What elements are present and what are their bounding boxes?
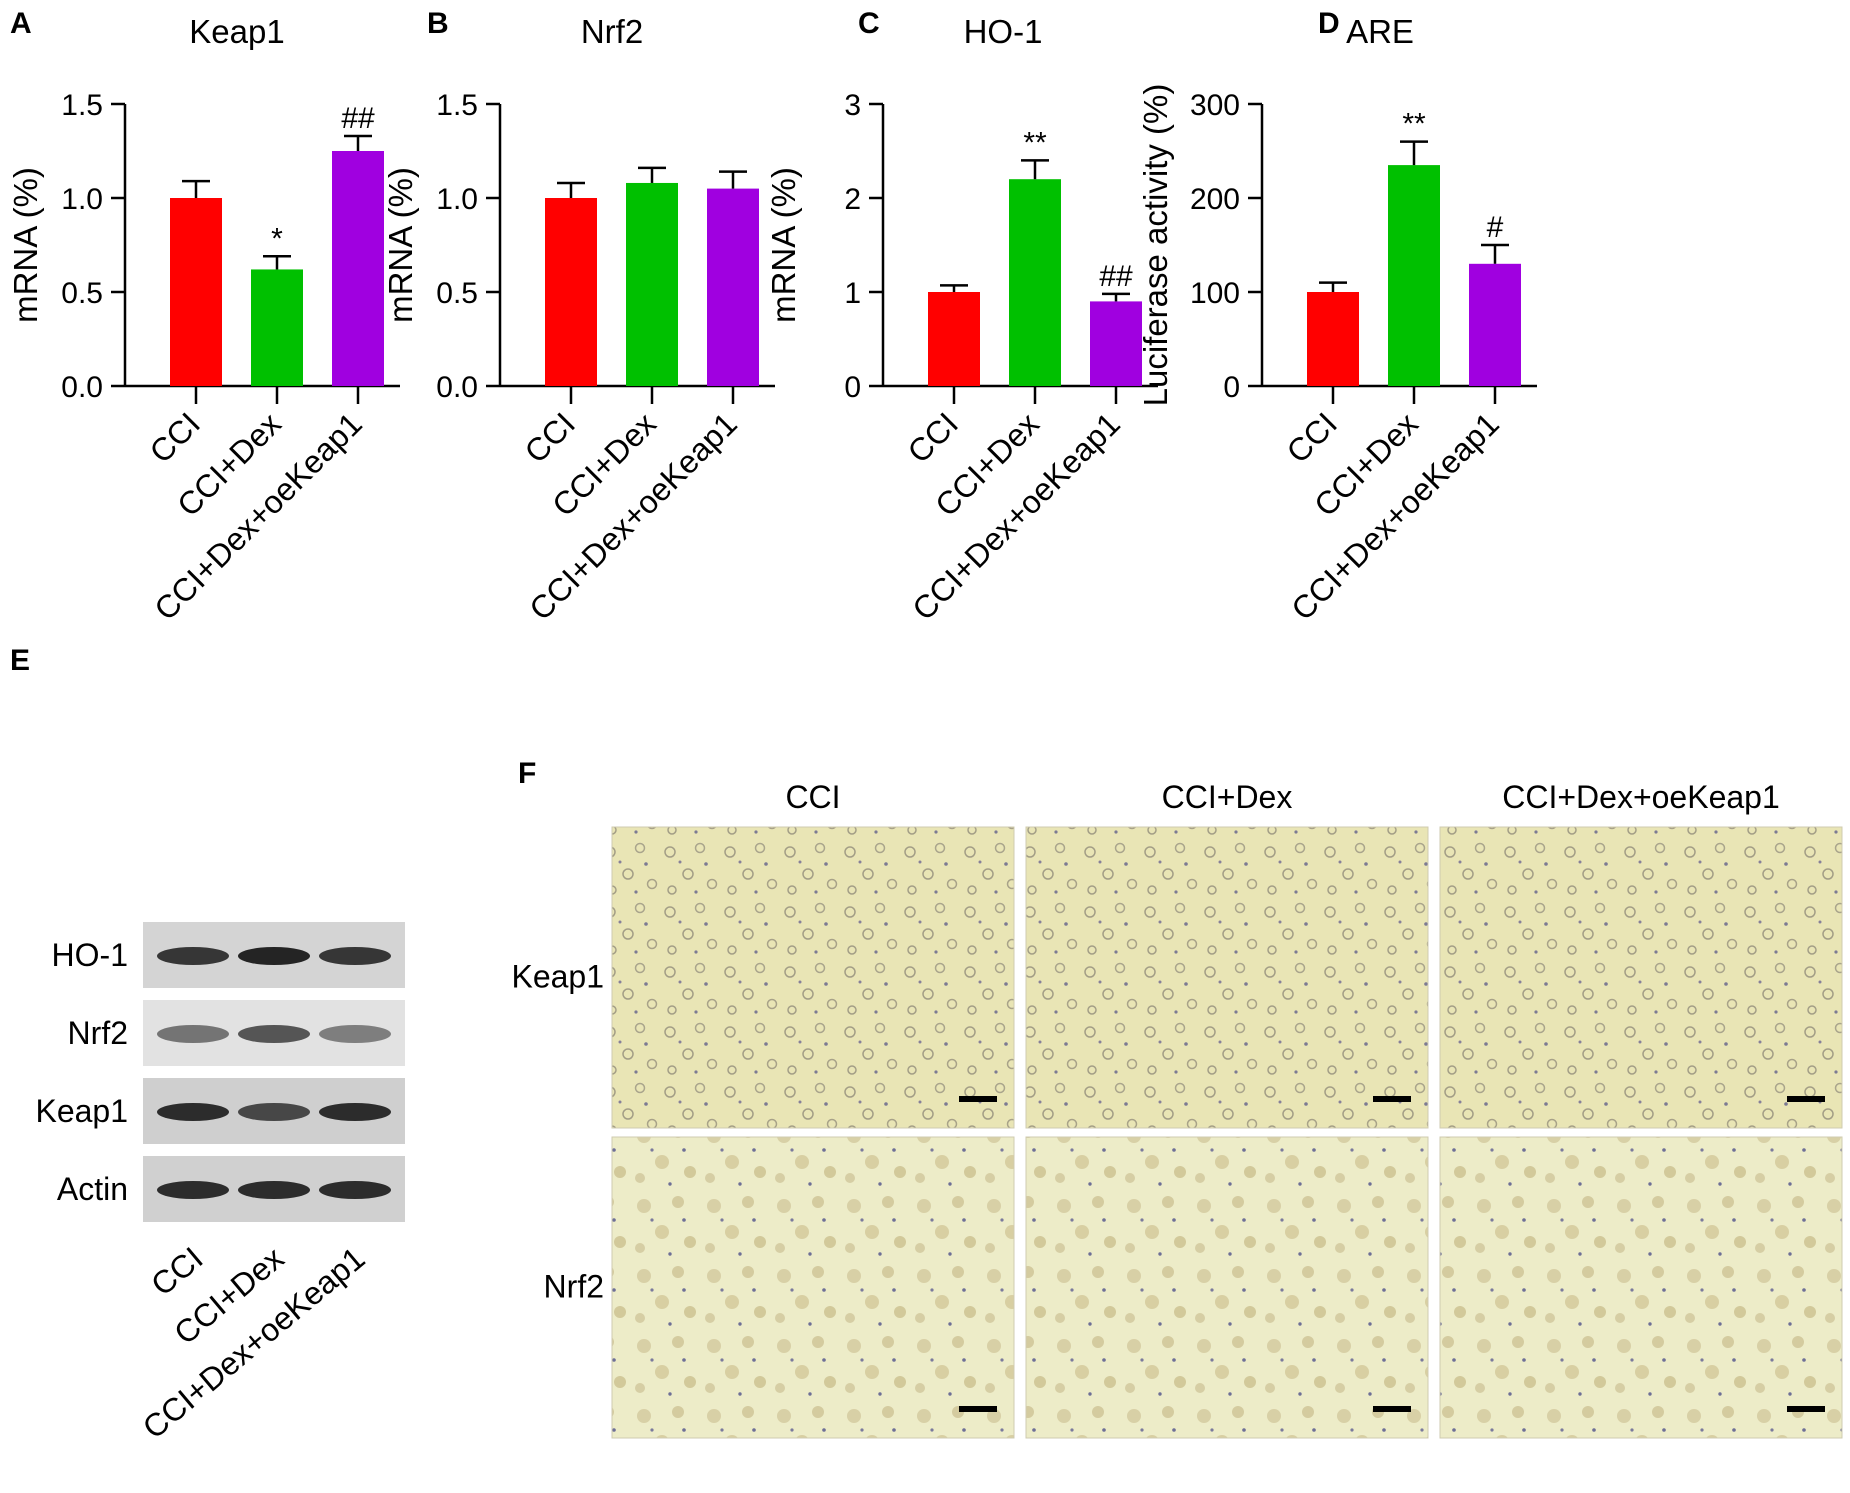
bar <box>626 182 678 386</box>
chart-d: D ARE 0 100 200 300 Luciferase activity (%) CCI… <box>1137 7 1537 627</box>
y-axis-label: mRNA (%) <box>382 167 419 323</box>
bar <box>545 198 597 386</box>
panel-label: E <box>10 644 30 677</box>
blot-band <box>157 947 229 965</box>
y-tick-label: 0 <box>844 371 861 404</box>
chart-title: Keap1 <box>189 13 284 50</box>
y-tick-label: 1.5 <box>436 89 478 122</box>
y-tick-label: 1.0 <box>436 183 478 216</box>
ihc-column-label: CCI <box>785 779 840 815</box>
ihc-image <box>611 826 1015 1129</box>
y-tick-label: 3 <box>844 89 861 122</box>
bar <box>1090 301 1142 386</box>
y-axis-label: mRNA (%) <box>765 167 802 323</box>
blot-band <box>238 947 310 965</box>
blot-band <box>157 1181 229 1199</box>
y-tick-label: 100 <box>1190 277 1240 310</box>
bar <box>1469 263 1521 386</box>
significance-mark: ** <box>1402 108 1426 141</box>
blot-row-label: Nrf2 <box>68 1015 128 1051</box>
significance-mark: # <box>1487 211 1504 244</box>
y-tick-label: 2 <box>844 183 861 216</box>
scale-bar <box>1373 1406 1411 1412</box>
ihc-image <box>1439 1136 1843 1439</box>
significance-mark: ## <box>1099 260 1133 293</box>
ihc-row-label: Nrf2 <box>544 1269 604 1305</box>
ihc-image <box>1439 826 1843 1129</box>
bar <box>170 198 222 386</box>
y-tick-label: 300 <box>1190 89 1240 122</box>
bar <box>928 292 980 386</box>
blot-band <box>238 1103 310 1121</box>
scale-bar <box>959 1096 997 1102</box>
significance-mark: * <box>271 222 283 255</box>
ihc-row-label: Keap1 <box>511 959 604 995</box>
blot-band <box>319 1181 391 1199</box>
western-blot-panel: EHO-1Nrf2Keap1ActinCCICCI+DexCCI+Dex+oeK… <box>10 644 405 1446</box>
bar <box>707 188 759 386</box>
blot-band <box>238 1181 310 1199</box>
y-tick-label: 0.5 <box>61 277 103 310</box>
chart-title: ARE <box>1346 13 1414 50</box>
ihc-column-label: CCI+Dex <box>1162 779 1293 815</box>
bar <box>1307 292 1359 386</box>
bar <box>332 151 384 386</box>
blot-band <box>238 1025 310 1043</box>
y-tick-label: 0 <box>1223 371 1240 404</box>
blot-band <box>157 1025 229 1043</box>
significance-mark: ** <box>1023 126 1047 159</box>
chart-title: Nrf2 <box>581 13 643 50</box>
y-tick-label: 1 <box>844 277 861 310</box>
scale-bar <box>1373 1096 1411 1102</box>
category-label: CCI <box>901 405 965 469</box>
panel-label: F <box>518 757 536 790</box>
panel-label: B <box>427 7 449 40</box>
lane-label: CCI <box>144 1240 209 1303</box>
y-axis-label: Luciferase activity (%) <box>1137 84 1174 407</box>
significance-mark: ## <box>341 102 375 135</box>
blot-band <box>157 1103 229 1121</box>
ihc-image <box>1025 1136 1429 1439</box>
ihc-column-label: CCI+Dex+oeKeap1 <box>1502 779 1780 815</box>
panel-label: A <box>10 7 32 40</box>
ihc-panel: F CCI CCI+Dex CCI+Dex+oeKeap1 Keap1 Nrf2 <box>511 757 1843 1439</box>
scale-bar <box>1787 1406 1825 1412</box>
y-tick-label: 200 <box>1190 183 1240 216</box>
ihc-image <box>611 1136 1015 1439</box>
blot-band <box>319 1103 391 1121</box>
chart-title: HO-1 <box>964 13 1043 50</box>
blot-band <box>319 947 391 965</box>
blot-row-label: HO-1 <box>52 937 128 973</box>
y-axis-label: mRNA (%) <box>7 167 44 323</box>
y-tick-label: 1.5 <box>61 89 103 122</box>
scale-bar <box>959 1406 997 1412</box>
ihc-image <box>1025 826 1429 1129</box>
blot-band <box>319 1025 391 1043</box>
category-label: CCI <box>143 405 207 469</box>
blot-row-label: Keap1 <box>35 1093 128 1129</box>
panel-label: D <box>1318 7 1340 40</box>
y-tick-label: 0.0 <box>436 371 478 404</box>
panel-label: C <box>858 7 880 40</box>
y-tick-label: 0.0 <box>61 371 103 404</box>
y-tick-label: 1.0 <box>61 183 103 216</box>
scale-bar <box>1787 1096 1825 1102</box>
category-label: CCI <box>518 405 582 469</box>
bar <box>1009 179 1061 386</box>
bar <box>1388 165 1440 386</box>
blot-row-label: Actin <box>57 1171 128 1207</box>
y-tick-label: 0.5 <box>436 277 478 310</box>
bar <box>251 269 303 386</box>
category-label: CCI <box>1280 405 1344 469</box>
